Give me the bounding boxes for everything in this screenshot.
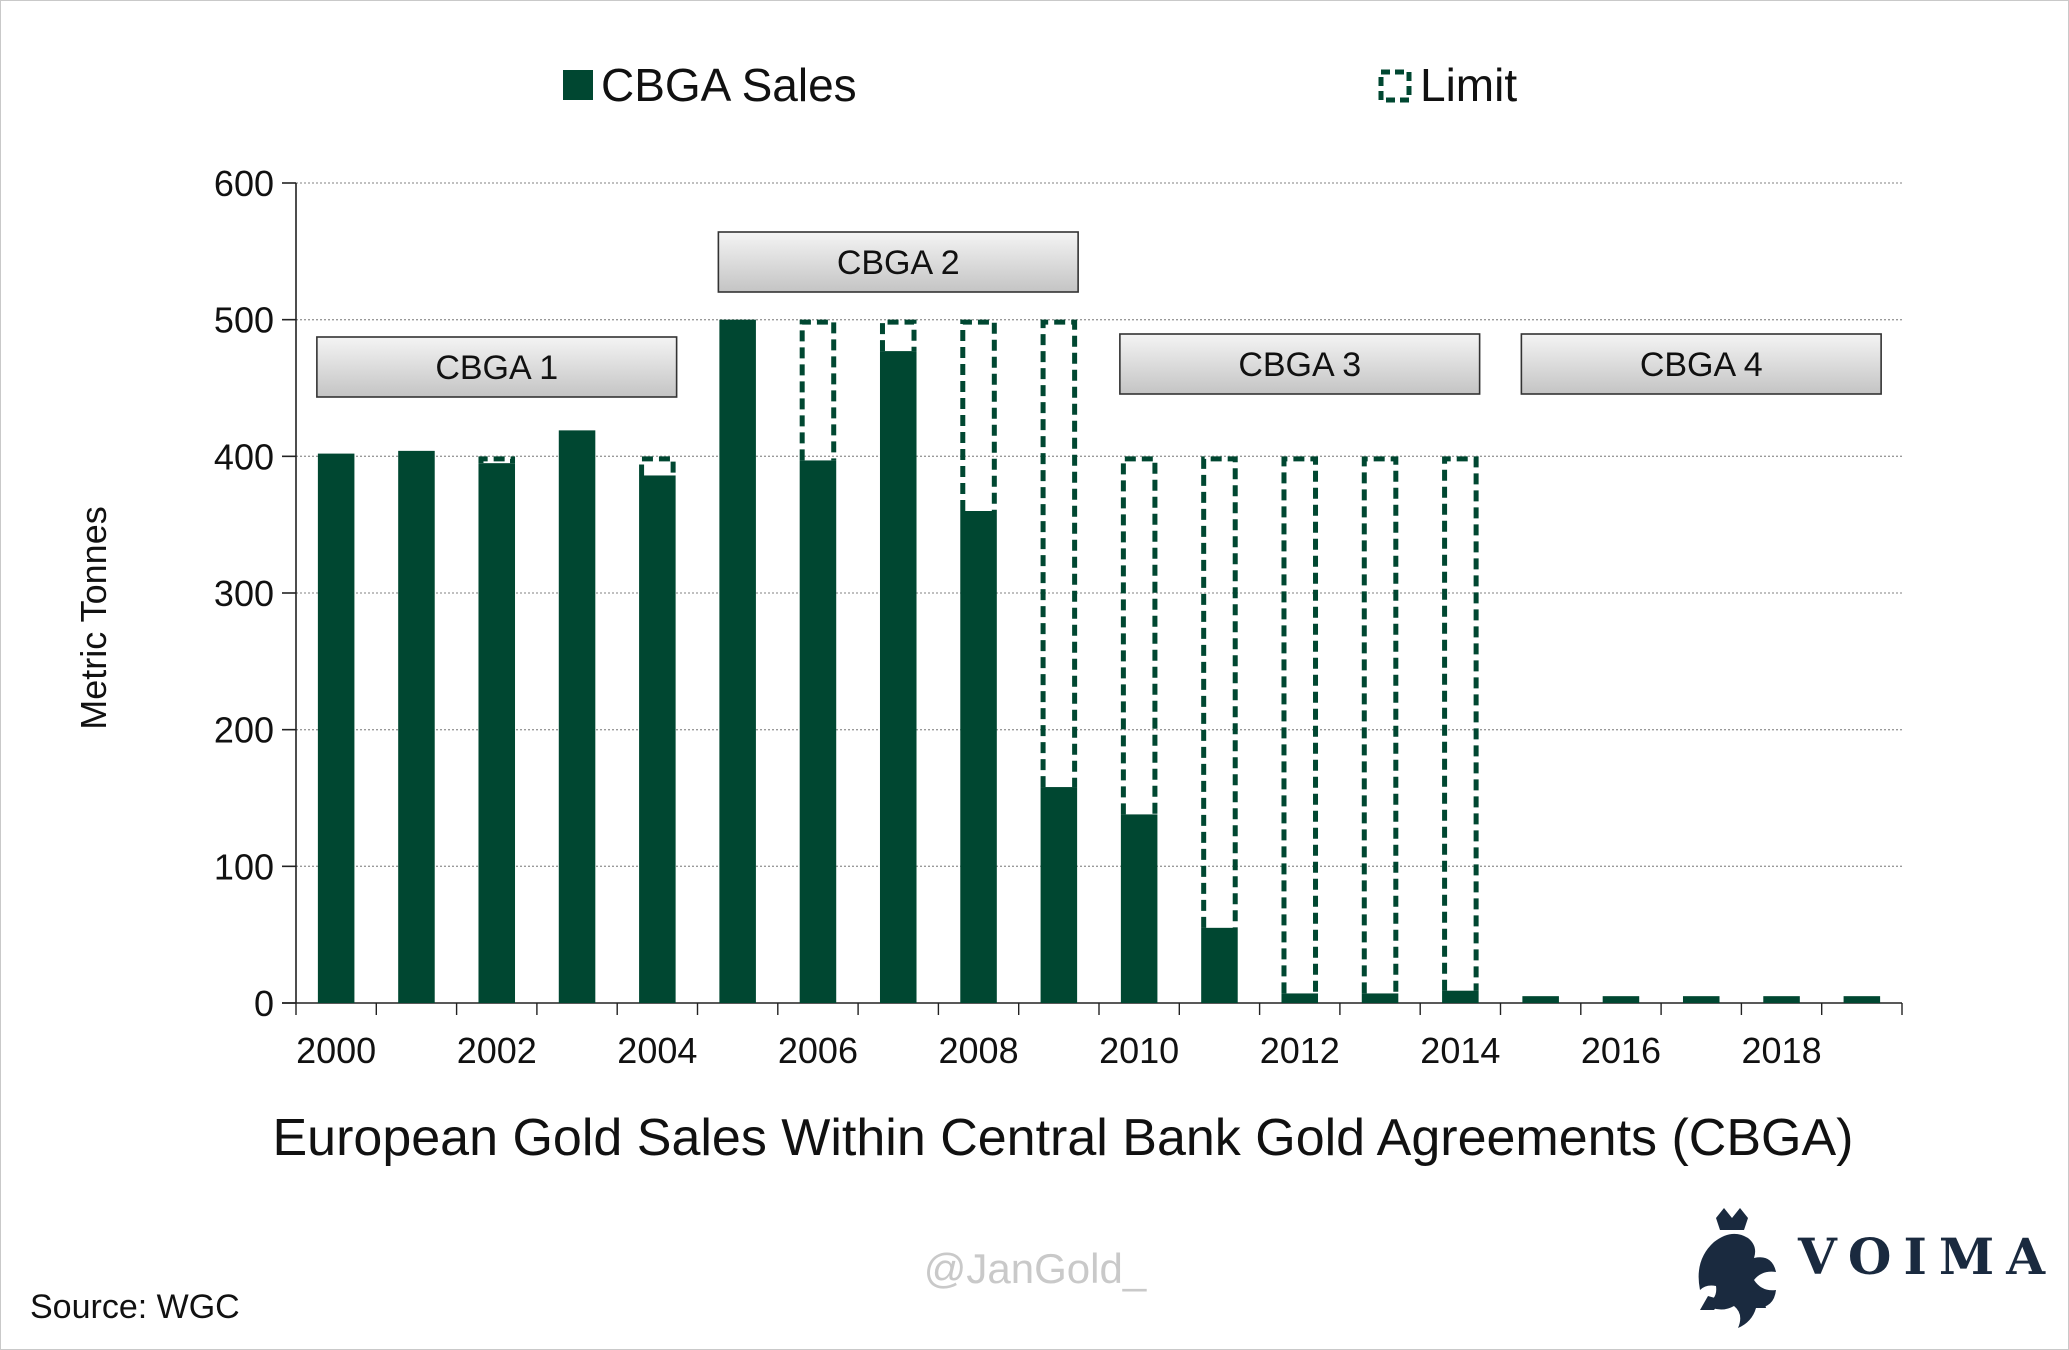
- limit-bar: [1040, 319, 1078, 788]
- y-tick-label: 300: [214, 573, 274, 614]
- chart-title: European Gold Sales Within Central Bank …: [273, 1109, 1854, 1167]
- axes: 0 100 200 300 400 500 600 2000 2002 2004 2006 2008 2…: [214, 163, 1903, 1071]
- sales-bar: [639, 475, 676, 1003]
- source-note: Source: WGC: [30, 1288, 240, 1326]
- sales-bar: [1120, 814, 1158, 1003]
- sales-bar: [1602, 996, 1640, 1003]
- x-tick-label: 2004: [617, 1030, 697, 1071]
- legend-swatch-sales: [563, 70, 593, 100]
- sales-bar: [1442, 990, 1479, 1003]
- agreement-labels: CBGA 1 CBGA 2 CBGA 3 CBGA 4: [316, 231, 1882, 398]
- x-tick-label: 2014: [1420, 1030, 1500, 1071]
- sales-bar: [398, 450, 435, 1003]
- sales-bar: [1843, 996, 1881, 1003]
- limit-bar: [1361, 456, 1399, 994]
- agreement-label: CBGA 4: [1640, 346, 1763, 384]
- gridlines: [296, 182, 1902, 867]
- y-tick-label: 600: [214, 163, 274, 204]
- y-tick-label: 500: [214, 300, 274, 341]
- limit-bar: [1281, 456, 1319, 994]
- heraldic-lion-icon: [1698, 1208, 1776, 1328]
- limit-bar: [960, 319, 997, 511]
- agreement-box: [1119, 333, 1481, 395]
- sales-bar: [1201, 927, 1238, 1003]
- sales-bar: [1361, 993, 1399, 1003]
- legend-swatch-limit: [1378, 69, 1412, 103]
- legend-label-limit: Limit: [1420, 59, 1517, 111]
- limit-bar: [1120, 456, 1158, 815]
- legend: CBGA Sales Limit: [563, 59, 1517, 111]
- limit-bar: [879, 319, 917, 352]
- sales-bar: [799, 460, 837, 1003]
- y-tick-label: 200: [214, 710, 274, 751]
- legend-label-sales: CBGA Sales: [601, 59, 857, 111]
- sales-bar: [478, 463, 516, 1004]
- limit-bar: [799, 319, 837, 461]
- sales-bar: [1040, 787, 1078, 1003]
- agreement-label: CBGA 1: [435, 349, 558, 387]
- y-tick-label: 100: [214, 846, 274, 887]
- sales-bar: [1281, 993, 1319, 1003]
- agreement-label: CBGA 3: [1238, 346, 1361, 384]
- x-tick-label: 2016: [1581, 1030, 1661, 1071]
- sales-bar: [879, 351, 917, 1004]
- sales-bar: [1682, 996, 1720, 1003]
- brand-name: VOIMA: [1797, 1227, 2057, 1286]
- x-tick-label: 2012: [1260, 1030, 1340, 1071]
- sales-bar: [317, 453, 355, 1004]
- sales-bar: [1763, 996, 1800, 1003]
- y-tick-label: 400: [214, 436, 274, 477]
- x-tick-label: 2018: [1742, 1030, 1822, 1071]
- limit-bar: [478, 456, 516, 464]
- limit-bar: [1442, 456, 1479, 991]
- agreement-box: [316, 336, 678, 398]
- y-tick-label: 0: [254, 983, 274, 1024]
- bars: [317, 319, 1881, 1004]
- sales-bar: [1522, 996, 1559, 1003]
- x-tick-label: 2010: [1099, 1030, 1179, 1071]
- agreement-box: [1520, 333, 1882, 395]
- x-tick-label: 2002: [457, 1030, 537, 1071]
- agreement-label: CBGA 2: [837, 244, 960, 282]
- x-tick-label: 2000: [296, 1030, 376, 1071]
- sales-bar: [558, 430, 596, 1003]
- sales-bar: [719, 319, 756, 1004]
- x-tick-label: 2008: [939, 1030, 1019, 1071]
- sales-bar: [960, 511, 997, 1003]
- limit-bar: [1201, 456, 1238, 928]
- agreement-box: [717, 231, 1079, 293]
- watermark: @JanGold_: [924, 1245, 1147, 1292]
- limit-bar: [639, 456, 676, 476]
- y-axis-title: Metric Tonnes: [73, 506, 114, 729]
- x-tick-label: 2006: [778, 1030, 858, 1071]
